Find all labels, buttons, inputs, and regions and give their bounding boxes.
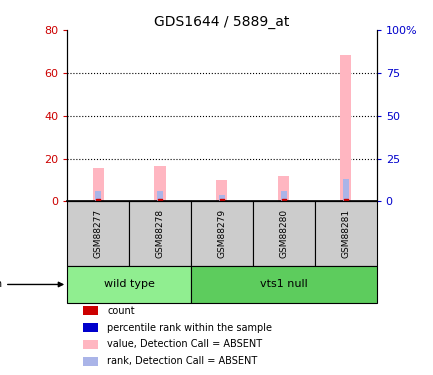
Bar bbox=[253, 201, 315, 266]
Bar bbox=[67, 266, 191, 303]
Point bbox=[218, 198, 225, 204]
Bar bbox=[67, 201, 129, 266]
Text: percentile rank within the sample: percentile rank within the sample bbox=[107, 322, 272, 333]
Bar bbox=[83, 323, 98, 332]
Bar bbox=[83, 357, 98, 366]
Point bbox=[281, 198, 288, 204]
Bar bbox=[281, 191, 287, 201]
Point bbox=[342, 198, 349, 204]
Text: value, Detection Call = ABSENT: value, Detection Call = ABSENT bbox=[107, 339, 262, 350]
Title: GDS1644 / 5889_at: GDS1644 / 5889_at bbox=[154, 15, 290, 29]
Bar bbox=[191, 266, 377, 303]
Bar bbox=[157, 191, 163, 201]
Bar bbox=[129, 201, 191, 266]
Text: GSM88280: GSM88280 bbox=[279, 209, 288, 258]
Text: GSM88277: GSM88277 bbox=[94, 209, 103, 258]
Point bbox=[156, 198, 163, 204]
Text: GSM88281: GSM88281 bbox=[341, 209, 350, 258]
Text: count: count bbox=[107, 306, 135, 316]
Bar bbox=[83, 306, 98, 315]
Bar bbox=[343, 179, 349, 201]
Text: vts1 null: vts1 null bbox=[260, 279, 308, 290]
Bar bbox=[340, 55, 351, 201]
Bar bbox=[219, 195, 225, 201]
Text: genotype/variation: genotype/variation bbox=[0, 279, 63, 290]
Bar bbox=[93, 168, 103, 201]
Bar bbox=[278, 176, 289, 201]
Text: GSM88278: GSM88278 bbox=[155, 209, 165, 258]
Point bbox=[94, 198, 101, 204]
Text: GSM88279: GSM88279 bbox=[217, 209, 226, 258]
Bar bbox=[155, 166, 165, 201]
Text: wild type: wild type bbox=[103, 279, 155, 290]
Text: rank, Detection Call = ABSENT: rank, Detection Call = ABSENT bbox=[107, 356, 258, 366]
Bar bbox=[83, 340, 98, 349]
Bar bbox=[315, 201, 377, 266]
Bar bbox=[191, 201, 253, 266]
Bar bbox=[216, 180, 227, 201]
Bar bbox=[95, 191, 101, 201]
